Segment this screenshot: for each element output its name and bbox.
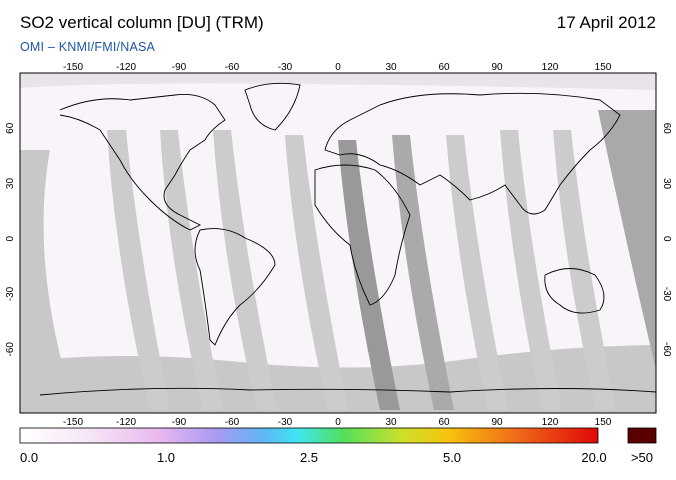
colorbar-label-0: 0.0 xyxy=(20,450,39,465)
coast-australia xyxy=(544,268,605,314)
lat-tick-right-1: 30 xyxy=(661,178,672,190)
colorbar-label-5: >50 xyxy=(630,450,654,465)
lon-tick-bottom-6: 30 xyxy=(385,417,397,428)
lon-tick-bottom-4: -30 xyxy=(278,417,293,428)
lat-tick-left-1: 30 xyxy=(5,178,16,190)
colorbar-gradient xyxy=(19,427,599,444)
coast-africa xyxy=(314,164,411,306)
orbit-gap-6 xyxy=(338,140,400,410)
lon-tick-bottom-10: 150 xyxy=(595,417,612,428)
lon-tick-top-2: -90 xyxy=(172,62,187,73)
colorbar-overflow-swatch xyxy=(627,427,657,444)
orbit-gap-8 xyxy=(446,135,508,410)
orbit-gap-10 xyxy=(553,130,616,410)
lon-tick-top-0: -150 xyxy=(63,62,83,73)
coastlines xyxy=(39,82,656,396)
no-data-swaths xyxy=(20,73,656,413)
lat-tick-left-4: -60 xyxy=(5,342,16,357)
lon-tick-top-10: 150 xyxy=(595,62,612,73)
latitude-ticks-right: 60 30 0 -30 -60 xyxy=(661,123,672,357)
lon-tick-bottom-0: -150 xyxy=(63,417,83,428)
lon-tick-top-6: 30 xyxy=(385,62,397,73)
orbit-gap-4 xyxy=(213,130,277,410)
lat-tick-right-2: 0 xyxy=(661,236,672,242)
orbit-gap-7 xyxy=(392,135,454,410)
lon-tick-top-8: 90 xyxy=(491,62,503,73)
orbit-gap-1 xyxy=(20,150,72,400)
colorbar-label-1: 1.0 xyxy=(156,450,176,465)
map-title: SO2 vertical column [DU] (TRM) xyxy=(20,13,264,32)
lon-tick-bottom-3: -60 xyxy=(225,417,240,428)
lat-tick-right-4: -60 xyxy=(661,342,672,357)
map-date: 17 April 2012 xyxy=(556,13,656,32)
colorbar-label-3: 5.0 xyxy=(442,450,462,465)
coast-antarctica xyxy=(39,387,656,396)
lon-tick-bottom-5: 0 xyxy=(335,417,341,428)
lon-tick-bottom-1: -120 xyxy=(116,417,136,428)
map-frame xyxy=(19,72,657,414)
coast-greenland xyxy=(244,82,301,131)
orbit-gap-11 xyxy=(598,110,656,370)
north-polar-no-data xyxy=(20,73,656,90)
lat-tick-left-0: 60 xyxy=(5,122,16,134)
latitude-ticks-left: 60 30 0 -30 -60 xyxy=(5,122,16,356)
longitude-ticks-top: -150 -120 -90 -60 -30 0 30 60 90 120 150 xyxy=(63,62,612,73)
lon-tick-bottom-8: 90 xyxy=(491,417,503,428)
coast-eurasia xyxy=(324,92,621,215)
lat-tick-left-2: 0 xyxy=(5,236,16,242)
colorbar-label-4: 20.0 xyxy=(581,450,607,465)
lat-tick-right-3: -30 xyxy=(661,287,672,302)
lon-tick-top-4: -30 xyxy=(278,62,293,73)
lon-tick-bottom-9: 120 xyxy=(542,417,559,428)
orbit-gap-3 xyxy=(160,130,223,410)
lon-tick-top-9: 120 xyxy=(542,62,559,73)
lat-tick-left-3: -30 xyxy=(5,286,16,301)
coast-south-america xyxy=(194,228,276,346)
lon-tick-bottom-2: -90 xyxy=(172,417,187,428)
lon-tick-top-3: -60 xyxy=(225,62,240,73)
lon-tick-top-7: 60 xyxy=(438,62,450,73)
orbit-gap-2 xyxy=(107,130,170,410)
credit-line: OMI – KNMI/FMI/NASA xyxy=(20,40,156,54)
colorbar-label-2: 2.5 xyxy=(299,450,319,465)
orbit-gap-9 xyxy=(500,130,562,410)
lon-tick-top-5: 0 xyxy=(335,62,341,73)
lon-tick-top-1: -120 xyxy=(116,62,136,73)
coast-north-america xyxy=(59,94,226,231)
longitude-ticks-bottom: -150 -120 -90 -60 -30 0 30 60 90 120 150 xyxy=(63,417,612,428)
orbit-gap-5 xyxy=(285,135,348,410)
lon-tick-bottom-7: 60 xyxy=(438,417,450,428)
lat-tick-right-0: 60 xyxy=(661,123,672,135)
